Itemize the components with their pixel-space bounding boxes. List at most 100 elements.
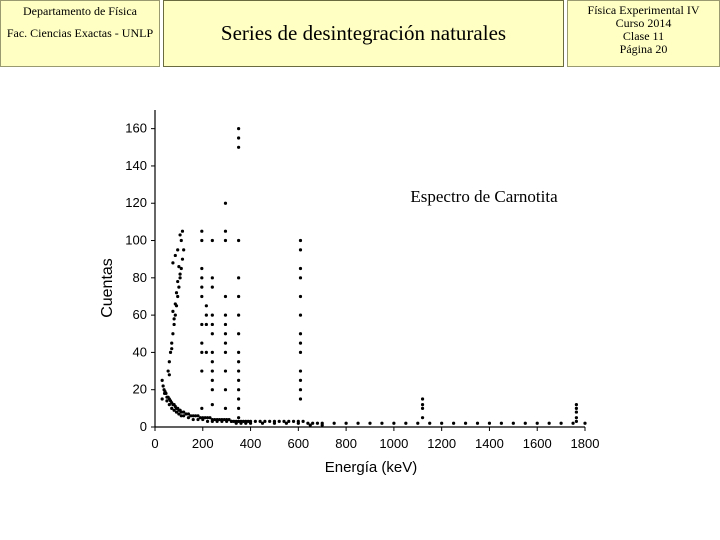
x-tick-label: 400 [240, 436, 262, 451]
data-point [182, 410, 186, 414]
data-point [298, 332, 303, 336]
data-point [210, 403, 214, 407]
class-label: Clase 11 [622, 29, 665, 43]
data-point [428, 421, 432, 425]
y-tick-label: 100 [125, 233, 147, 248]
data-point [223, 322, 228, 327]
data-point [311, 421, 315, 425]
x-tick-label: 1400 [475, 436, 504, 451]
header-right-box: Física Experimental IV Curso 2014 Clase … [567, 0, 720, 67]
data-point [210, 313, 214, 317]
data-point [420, 397, 425, 401]
data-point [420, 403, 425, 407]
data-point [170, 347, 174, 351]
data-point [237, 360, 241, 364]
y-tick-label: 140 [125, 158, 147, 173]
data-point [166, 369, 170, 373]
data-point [237, 332, 241, 336]
data-point [356, 421, 360, 425]
data-point [213, 417, 217, 422]
data-point [298, 238, 303, 243]
data-point [200, 285, 204, 289]
data-point [223, 294, 228, 299]
x-tick-label: 1800 [571, 436, 600, 451]
data-point [204, 322, 208, 327]
data-point [298, 397, 303, 401]
data-point [180, 229, 185, 233]
data-point [574, 410, 579, 414]
data-point [260, 421, 265, 425]
data-point [225, 419, 229, 424]
data-point [237, 313, 241, 317]
x-tick-label: 0 [151, 436, 158, 451]
data-point [287, 419, 291, 424]
data-point [298, 248, 303, 252]
data-point [200, 266, 204, 271]
data-point [306, 421, 310, 425]
data-point [574, 406, 579, 410]
data-point [392, 421, 396, 425]
data-point [178, 233, 182, 237]
data-point [420, 406, 425, 410]
department-label: Departamento de Física [23, 4, 137, 18]
data-point [205, 419, 210, 424]
data-point [344, 421, 348, 425]
data-point [200, 322, 204, 327]
data-point [210, 276, 214, 280]
data-point [200, 229, 204, 233]
data-point [239, 421, 243, 425]
data-point [172, 317, 176, 321]
data-point [210, 419, 214, 424]
data-point [220, 419, 224, 424]
data-point [499, 421, 503, 425]
data-point [167, 360, 171, 364]
data-point [223, 350, 228, 355]
y-axis-label: Cuentas [99, 258, 116, 318]
data-point [200, 294, 204, 299]
data-point [210, 285, 214, 289]
data-point [165, 399, 169, 403]
data-point [237, 397, 241, 401]
data-point [559, 421, 563, 425]
x-tick-label: 1600 [523, 436, 552, 451]
data-point [204, 304, 208, 308]
data-point [298, 350, 303, 355]
slide-title-box: Series de desintegración naturales [163, 0, 564, 67]
data-point [277, 419, 281, 424]
data-point [182, 248, 186, 252]
course-label: Física Experimental IV [587, 3, 700, 17]
data-point [237, 388, 241, 392]
data-point [223, 369, 228, 373]
data-point [215, 419, 219, 424]
data-point [332, 421, 336, 425]
data-point [298, 313, 303, 317]
data-point [574, 403, 579, 407]
data-point [191, 417, 195, 422]
y-tick-label: 40 [133, 344, 147, 359]
slide-title: Series de desintegración naturales [220, 21, 507, 45]
data-point [178, 276, 182, 280]
data-point [263, 419, 267, 424]
y-tick-label: 0 [140, 419, 147, 434]
data-point [535, 421, 539, 425]
data-point [237, 238, 241, 243]
data-point [194, 414, 198, 418]
data-point [404, 421, 408, 425]
data-point [298, 341, 303, 345]
data-point [298, 378, 303, 382]
data-point [237, 276, 241, 280]
data-point [223, 388, 228, 392]
data-point [168, 350, 173, 355]
data-point [177, 285, 181, 289]
data-point [248, 421, 253, 425]
data-point [298, 369, 303, 373]
data-point [179, 414, 183, 418]
data-point [298, 276, 303, 280]
data-point [162, 391, 167, 396]
data-point [258, 419, 262, 424]
data-point [205, 416, 210, 420]
data-point [237, 145, 241, 149]
data-point [179, 410, 183, 414]
data-point [160, 397, 164, 401]
chart-ticks: 0 200 400 600 800 1000 1200 1400 1600 1800 0 20 40 60… [125, 121, 599, 451]
